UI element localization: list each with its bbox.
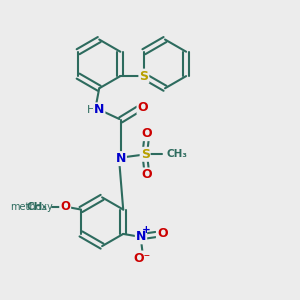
Text: N: N xyxy=(136,230,146,243)
Text: O: O xyxy=(157,227,168,240)
Text: O: O xyxy=(137,101,148,114)
Text: S: S xyxy=(141,148,150,161)
Text: methoxy: methoxy xyxy=(11,202,53,212)
Text: O: O xyxy=(60,200,70,213)
Text: N: N xyxy=(94,103,104,116)
Text: O⁻: O⁻ xyxy=(134,251,151,265)
Text: +: + xyxy=(142,226,151,236)
Text: S: S xyxy=(140,70,148,83)
Text: CH₃: CH₃ xyxy=(27,202,48,212)
Text: O: O xyxy=(141,127,152,140)
Text: H: H xyxy=(86,105,95,115)
Text: CH₃: CH₃ xyxy=(166,149,187,159)
Text: N: N xyxy=(116,152,126,165)
Text: O: O xyxy=(141,169,152,182)
